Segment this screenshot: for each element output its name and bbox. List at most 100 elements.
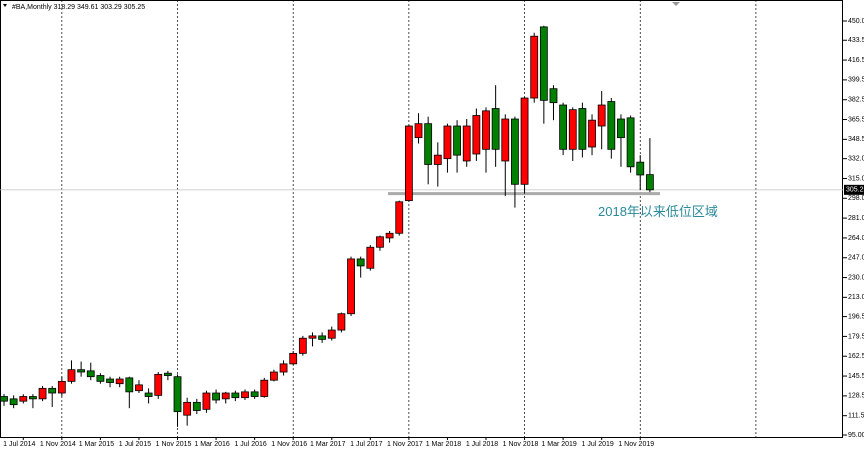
candle-body xyxy=(424,123,433,165)
candle-body xyxy=(144,392,153,397)
candle-body xyxy=(67,369,76,382)
y-tick-label: 450.05 xyxy=(848,18,864,25)
y-tick-label: 111.55 xyxy=(848,413,864,420)
x-tick-label: 1 Jul 2015 xyxy=(119,441,151,448)
candle-body xyxy=(568,109,577,150)
y-tick-label: 365.55 xyxy=(848,116,864,123)
price-tag-bg xyxy=(844,184,864,195)
candle-body xyxy=(511,118,519,185)
candle-body xyxy=(404,125,413,202)
candle-body xyxy=(308,335,317,339)
candle-body xyxy=(38,387,47,400)
candle-body xyxy=(539,26,548,101)
candle-body xyxy=(106,378,114,383)
x-tick-label: 1 Jul 2016 xyxy=(234,441,266,448)
candle-body xyxy=(0,396,8,402)
candle-body xyxy=(241,391,249,399)
candle-body xyxy=(414,123,423,139)
x-tick-label: 1 Mar 2016 xyxy=(194,441,230,448)
y-tick-label: 281.00 xyxy=(848,215,864,222)
candle-body xyxy=(645,174,654,191)
shift-marker xyxy=(672,2,680,6)
candle-body xyxy=(597,104,606,127)
chart-title: #BA,Monthly 318.29 349.61 303.29 305.25 xyxy=(12,4,145,11)
candle-body xyxy=(221,392,230,400)
candle-body xyxy=(318,335,327,340)
y-tick-label: 213.05 xyxy=(848,294,864,301)
candle-body xyxy=(125,377,134,393)
candle-body xyxy=(385,232,394,239)
x-tick-label: 1 Nov 2015 xyxy=(156,441,192,448)
candle-body xyxy=(462,125,471,162)
x-tick-label: 1 Mar 2017 xyxy=(310,441,346,448)
candle-body xyxy=(443,125,452,160)
candle-body xyxy=(636,161,645,176)
y-tick-label: 128.55 xyxy=(848,393,864,400)
candle-body xyxy=(617,118,625,139)
candle-body xyxy=(588,119,596,148)
y-tick-label: 298.00 xyxy=(848,195,864,202)
candle-body xyxy=(356,258,365,267)
candle-body xyxy=(298,337,307,354)
candle-body xyxy=(549,88,558,104)
candle-body xyxy=(501,118,510,162)
candle-body xyxy=(270,371,278,381)
y-tick-label: 315.00 xyxy=(848,175,864,182)
candle-body xyxy=(520,97,529,185)
x-tick-label: 1 Mar 2015 xyxy=(79,441,115,448)
y-tick-label: 416.55 xyxy=(848,57,864,64)
candle-body xyxy=(135,384,143,392)
y-tick-label: 162.55 xyxy=(848,353,864,360)
candle-body xyxy=(173,376,182,413)
candle-body xyxy=(472,115,481,155)
annotation: 2018年以来低位区域 xyxy=(598,204,718,219)
candle-body xyxy=(607,101,616,150)
candle-body xyxy=(279,363,288,373)
candle-body xyxy=(260,379,269,397)
candle-body xyxy=(231,392,240,399)
x-tick-label: 1 Nov 2017 xyxy=(387,441,423,448)
x-tick-label: 1 Mar 2018 xyxy=(426,441,462,448)
candle-body xyxy=(453,125,461,156)
candle-body xyxy=(202,392,211,410)
y-tick-label: 145.55 xyxy=(848,373,864,380)
candle-body xyxy=(19,396,28,402)
candle-body xyxy=(337,313,346,331)
candle-body xyxy=(578,108,587,150)
candle-body xyxy=(183,401,192,416)
candle-body xyxy=(86,370,95,378)
candle-body xyxy=(530,35,539,99)
candle-body xyxy=(559,104,568,150)
candle-body xyxy=(163,372,172,376)
candle-body xyxy=(626,117,635,168)
y-tick-label: 196.55 xyxy=(848,313,864,320)
candle-body xyxy=(376,236,384,248)
y-tick-label: 399.55 xyxy=(848,77,864,84)
candle-body xyxy=(212,392,220,401)
x-tick-label: 1 Nov 2014 xyxy=(40,441,76,448)
candle-body xyxy=(192,401,201,411)
x-tick-label: 1 Jul 2017 xyxy=(350,441,382,448)
candle-body xyxy=(115,378,124,385)
y-tick-label: 95.00 xyxy=(848,432,864,439)
candle-body xyxy=(154,373,163,396)
y-tick-label: 382.55 xyxy=(848,97,864,104)
x-tick-label: 1 Jul 2014 xyxy=(3,441,35,448)
candle-body xyxy=(29,396,37,400)
x-tick-label: 1 Mar 2019 xyxy=(541,441,577,448)
y-tick-label: 179.55 xyxy=(848,333,864,340)
candle-body xyxy=(395,201,404,234)
y-tick-label: 348.55 xyxy=(848,136,864,143)
candle-body xyxy=(289,352,298,365)
price-tag: 305.25 xyxy=(846,187,864,194)
candle-body xyxy=(433,154,442,165)
candle-body xyxy=(482,110,490,150)
y-tick-label: 264.00 xyxy=(848,235,864,242)
candle-body xyxy=(491,108,500,150)
candle-body xyxy=(48,387,57,394)
y-tick-label: 433.55 xyxy=(848,37,864,44)
candle-body xyxy=(347,258,355,315)
candle-body xyxy=(250,391,259,397)
